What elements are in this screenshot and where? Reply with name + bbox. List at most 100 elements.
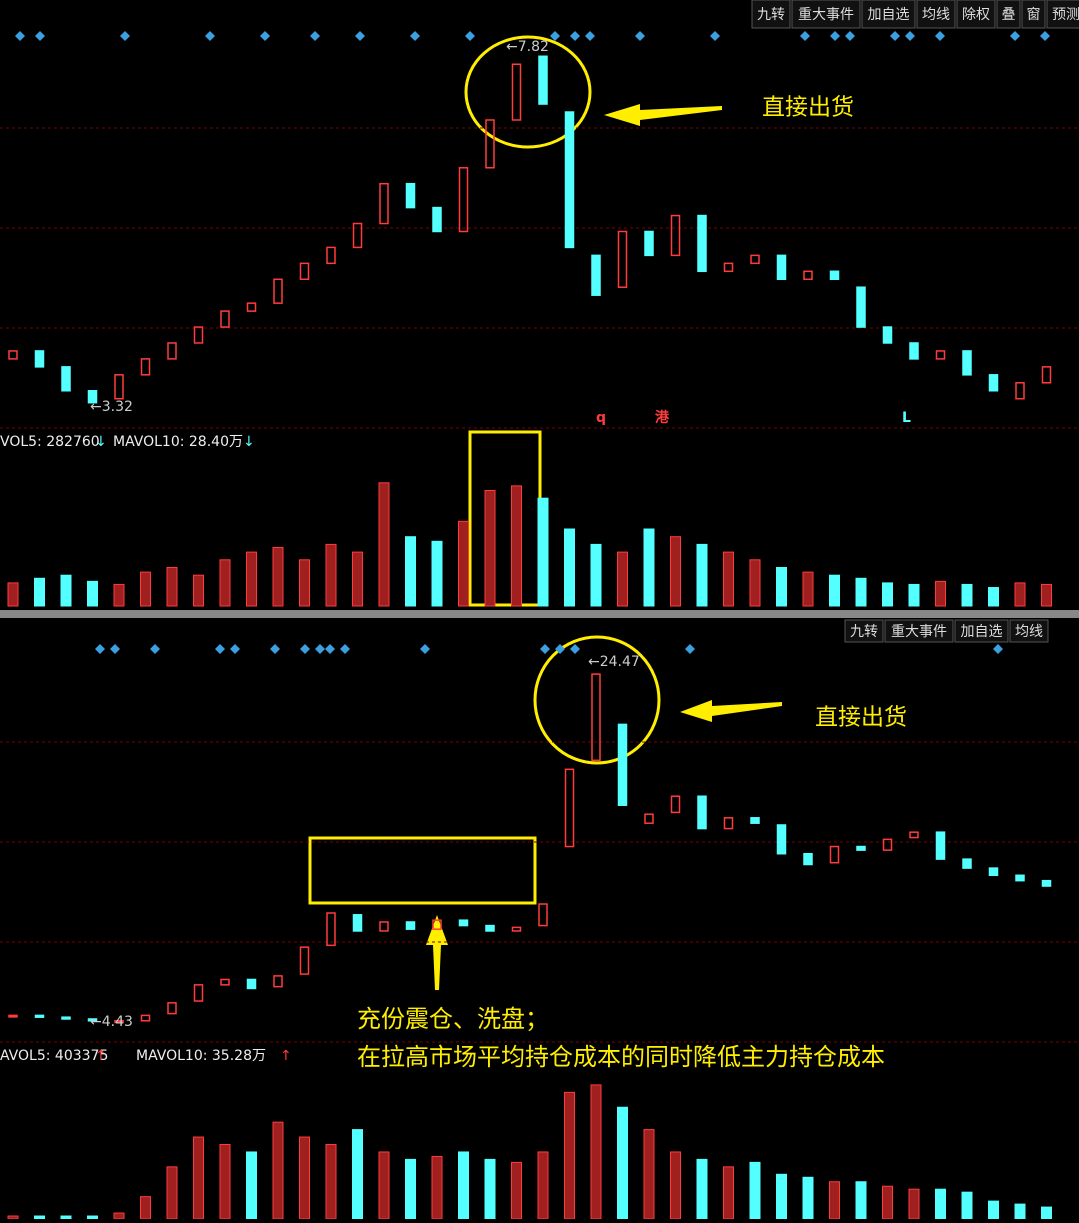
candle	[856, 845, 866, 851]
candle	[87, 1018, 98, 1022]
toolbar-label: 窗	[1027, 6, 1041, 23]
volume-bar	[219, 559, 231, 607]
toolbar-button[interactable]	[1046, 0, 1079, 29]
candle	[352, 914, 363, 932]
arrow	[680, 700, 782, 722]
volume-bar	[378, 1151, 390, 1220]
candle	[962, 858, 972, 869]
candle	[246, 302, 257, 312]
toolbar-label: 除权	[962, 7, 990, 23]
candle	[776, 824, 787, 855]
marker: q	[596, 410, 606, 426]
toolbar-button[interactable]	[884, 619, 954, 643]
candle	[723, 817, 734, 830]
volume-bar	[935, 580, 946, 607]
candle	[909, 831, 919, 839]
signal-diamond	[585, 31, 595, 41]
annotations	[308, 35, 661, 905]
volume-bar	[723, 1166, 734, 1220]
volume-bar	[643, 1129, 655, 1220]
candle	[193, 984, 204, 1002]
toolbar-button[interactable]	[751, 0, 791, 29]
candle	[723, 262, 734, 273]
toolbar-button[interactable]	[861, 0, 916, 29]
volume-bar	[882, 582, 893, 607]
volume-bar	[617, 1106, 628, 1220]
volume-bar	[299, 1136, 310, 1220]
candle	[405, 921, 416, 930]
volume-bar	[564, 1091, 575, 1220]
volume-bar	[908, 1188, 920, 1220]
toolbar-label: 重大事件	[891, 624, 947, 640]
volume-bar	[272, 1121, 284, 1220]
candle	[485, 119, 495, 169]
arrows	[426, 104, 782, 990]
low-label: ←3.32	[90, 399, 133, 415]
signal-diamond	[215, 644, 225, 654]
candle	[935, 350, 946, 360]
signal-diamond	[800, 31, 810, 41]
signal-diamond	[570, 31, 580, 41]
volume-bar	[246, 551, 257, 607]
volume-bar	[882, 1185, 893, 1220]
volume-bar	[829, 1181, 840, 1220]
signal-diamond	[1040, 31, 1050, 41]
toolbar-button[interactable]	[1009, 619, 1049, 643]
signal-diamond	[260, 31, 270, 41]
candle	[803, 852, 813, 866]
candle	[432, 919, 442, 930]
mavol10-arrow: ↓	[243, 434, 255, 450]
marker: 港	[655, 409, 670, 426]
volume-bar	[829, 574, 840, 607]
candle	[909, 342, 919, 360]
candle	[34, 350, 45, 368]
annotation: 直接出货	[762, 95, 854, 121]
volume-bar	[749, 1161, 761, 1220]
volume-bar	[1041, 1206, 1052, 1220]
volume-bar	[166, 1166, 178, 1220]
toolbar-button[interactable]	[916, 0, 956, 29]
candle	[591, 673, 601, 762]
volume-bar	[1014, 582, 1026, 607]
volume-bar	[113, 583, 125, 607]
candle	[617, 723, 628, 806]
signal-diamond	[120, 31, 130, 41]
high-label: ←7.82	[506, 39, 549, 55]
candle	[750, 254, 760, 265]
toolbar-button[interactable]	[996, 0, 1021, 29]
volume-bar	[140, 1196, 151, 1220]
candle	[803, 270, 813, 281]
signal-diamond	[550, 31, 560, 41]
signal-diamond	[710, 31, 720, 41]
volume-bar	[431, 1155, 443, 1220]
volume-bar	[405, 1158, 416, 1220]
signal-diamond	[1010, 31, 1020, 41]
toolbar-button[interactable]	[791, 0, 861, 29]
candle	[379, 921, 389, 932]
candle	[61, 366, 71, 392]
toolbar-button[interactable]	[1021, 0, 1046, 29]
volume-bar	[484, 1158, 496, 1220]
low-label: ←4.43	[90, 1014, 133, 1030]
toolbar-button[interactable]	[844, 619, 884, 643]
signal-diamond	[890, 31, 900, 41]
volume-bar	[405, 536, 416, 607]
signal-diamond	[410, 31, 420, 41]
toolbar-button[interactable]	[956, 0, 996, 29]
toolbar-label: 九转	[850, 624, 878, 640]
candle	[988, 867, 999, 877]
candle	[140, 358, 151, 376]
volume-bar	[299, 559, 310, 607]
candle	[962, 350, 972, 376]
volume-bar	[87, 580, 98, 607]
volume-bar	[855, 1181, 867, 1220]
candle	[856, 286, 866, 328]
candle	[299, 262, 310, 281]
candle	[193, 326, 204, 344]
mavol10-arrow: ↑	[280, 1048, 292, 1064]
toolbar-button[interactable]	[954, 619, 1009, 643]
candle	[299, 946, 310, 975]
wash-note: 充份震仓、洗盘；	[357, 1005, 549, 1033]
toolbar-label: 均线	[922, 7, 950, 23]
